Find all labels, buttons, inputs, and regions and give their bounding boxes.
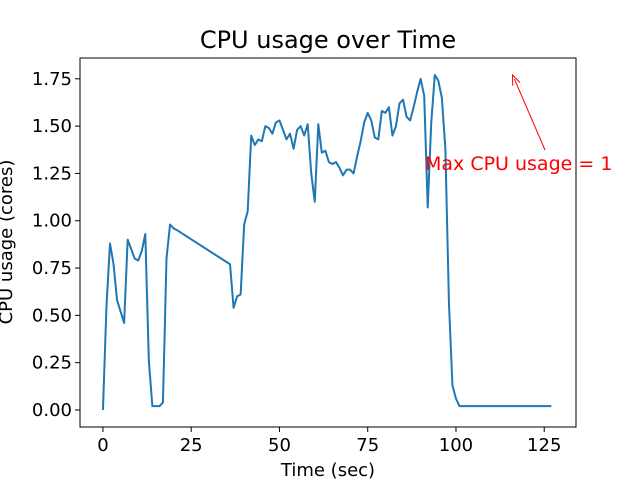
x-tick-label: 75	[356, 435, 379, 456]
series-line-0	[101, 74, 552, 411]
x-axis-title: Time (sec)	[280, 460, 375, 480]
x-tick-label: 0	[97, 435, 108, 456]
y-tick-label: 1.00	[32, 211, 72, 232]
x-tick-label: 25	[180, 435, 203, 456]
y-tick-label: 0.50	[32, 305, 72, 326]
y-axis: 0.00 0.25 0.50 0.75 1.00 1.25 1.50 1.75	[32, 69, 80, 421]
x-tick-label: 100	[439, 435, 473, 456]
y-tick-label: 1.50	[32, 116, 72, 137]
annotation-arrow	[513, 78, 546, 151]
x-tick-label: 125	[527, 435, 561, 456]
y-tick-label: 0.75	[32, 258, 72, 279]
annotation-label: Max CPU usage = 1	[425, 153, 612, 175]
y-tick-label: 1.75	[32, 69, 72, 90]
series-layer	[101, 74, 552, 411]
y-tick-label: 1.25	[32, 163, 72, 184]
plot-frame	[79, 57, 577, 428]
annotation-arrowhead	[511, 73, 521, 86]
y-tick-label: 0.00	[32, 400, 72, 421]
y-axis-title: CPU usage (cores)	[0, 160, 17, 325]
annotation: Max CPU usage = 1	[425, 73, 612, 175]
chart-title: CPU usage over Time	[200, 26, 456, 54]
y-tick-label: 0.25	[32, 353, 72, 374]
x-axis: 0 25 50 75 100 125	[97, 427, 561, 456]
x-tick-label: 50	[268, 435, 291, 456]
